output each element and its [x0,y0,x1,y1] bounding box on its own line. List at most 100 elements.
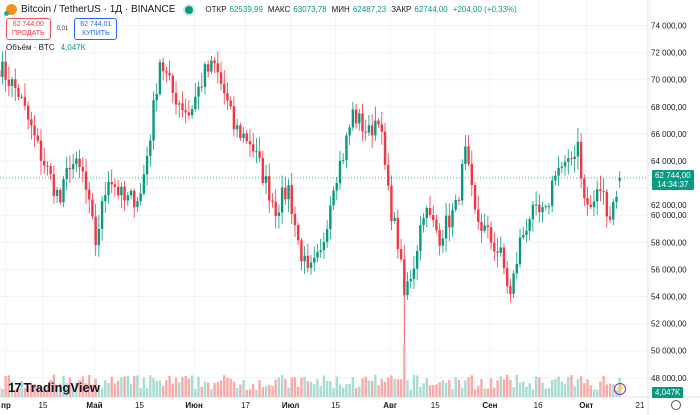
volume-bar [17,388,20,397]
volume-bar [448,380,451,397]
volume-bar [223,375,226,397]
volume-bar [489,378,493,397]
volume-bar [348,383,351,397]
volume-bar [280,375,284,397]
volume-price-label: 4,047K [652,387,684,398]
volume-bar [171,383,175,397]
market-status-icon[interactable] [185,5,194,14]
candle-body [39,140,43,161]
volume-bar [187,378,191,397]
candle-body [161,62,165,72]
candle-body [75,158,78,165]
candle-body [194,96,197,110]
symbol-title[interactable]: Bitcoin / TetherUS · 1Д · BINANCE [21,4,176,15]
volume-bar [364,376,367,397]
candle-body [300,240,303,262]
candle-body [367,125,371,133]
volume-bar [296,386,300,397]
volume-bar [258,380,261,397]
volume-bar [190,375,194,397]
candle-body [264,176,268,183]
volume-bar [354,388,358,397]
candle-body [406,281,409,296]
candle-body [544,206,547,208]
candle-body [155,93,158,101]
volume-bar [52,374,56,397]
volume-bar [49,380,52,397]
candle-body [59,189,62,203]
volume-bar [194,388,197,397]
volume-bar [589,385,592,397]
volume-bar [293,377,297,397]
volume-bar [155,380,158,397]
candle-body [133,190,136,208]
candle-body [502,247,506,269]
volume-bar [46,387,49,397]
volume-legend[interactable]: Объём · BTC 4,047K [6,43,86,53]
candle-body [110,182,113,185]
candle-body [62,178,65,203]
volume-bar [425,377,428,397]
candle-body [91,199,94,217]
candle-body [396,217,400,250]
volume-bar [239,384,242,397]
volume-bar [560,381,564,397]
volume-bar [62,375,65,397]
candle-body [226,93,229,101]
volume-bar [460,387,464,397]
volume-bar [206,382,210,397]
candle-body [306,255,310,268]
volume-bar [525,386,528,397]
volume-bar [470,375,474,397]
settings-icon[interactable] [671,400,681,410]
candle-body [387,164,390,186]
y-tick-label: 70 000,00 [651,76,687,85]
volume-bar [422,383,425,397]
candle-body [149,140,152,156]
candle-body [216,63,220,73]
candle-body [271,200,274,202]
y-tick-label: 72 000,00 [651,49,687,58]
candle-body [454,199,457,210]
candle-body [49,166,52,175]
volume-bar [338,384,342,397]
candle-body [4,61,7,80]
y-tick-label: 66 000,00 [651,130,687,139]
buy-button[interactable]: 62 744,01 КУПИТЬ [74,18,118,40]
candle-body [313,257,316,263]
volume-bar [370,381,374,397]
volume-bar [515,374,519,397]
candle-body [576,141,580,157]
volume-bar [255,389,258,397]
volume-bar [419,386,422,397]
volume-bar [531,389,535,397]
sell-button[interactable]: 62 744,00 ПРОДАТЬ [6,18,51,40]
candle-body [52,174,56,196]
volume-bar [557,376,560,397]
candle-body [268,176,271,201]
candle-body [277,212,281,216]
volume-bar [563,383,567,397]
candle-body [142,174,146,194]
y-tick-label: 54 000,00 [651,293,687,302]
volume-bar [203,381,207,397]
volume-bar [36,386,39,397]
volume-bar [464,380,467,397]
volume-bar [441,380,445,397]
bar-countdown: 14:34:37 [657,180,689,189]
candle-body [78,158,81,168]
candle-body [583,178,586,199]
lightning-icon[interactable]: ⚡ [614,383,626,395]
candle-body [33,125,36,136]
x-tick-label: пр [1,401,11,410]
sell-label: ПРОДАТЬ [12,30,45,37]
tradingview-logo[interactable]: 17 TradingView [8,380,100,395]
volume-bar [26,386,30,397]
candle-body [17,88,20,97]
candle-body [380,124,383,132]
candle-body [538,204,541,213]
candle-body [570,158,573,160]
candle-body [550,180,554,206]
candle-body [197,86,200,97]
